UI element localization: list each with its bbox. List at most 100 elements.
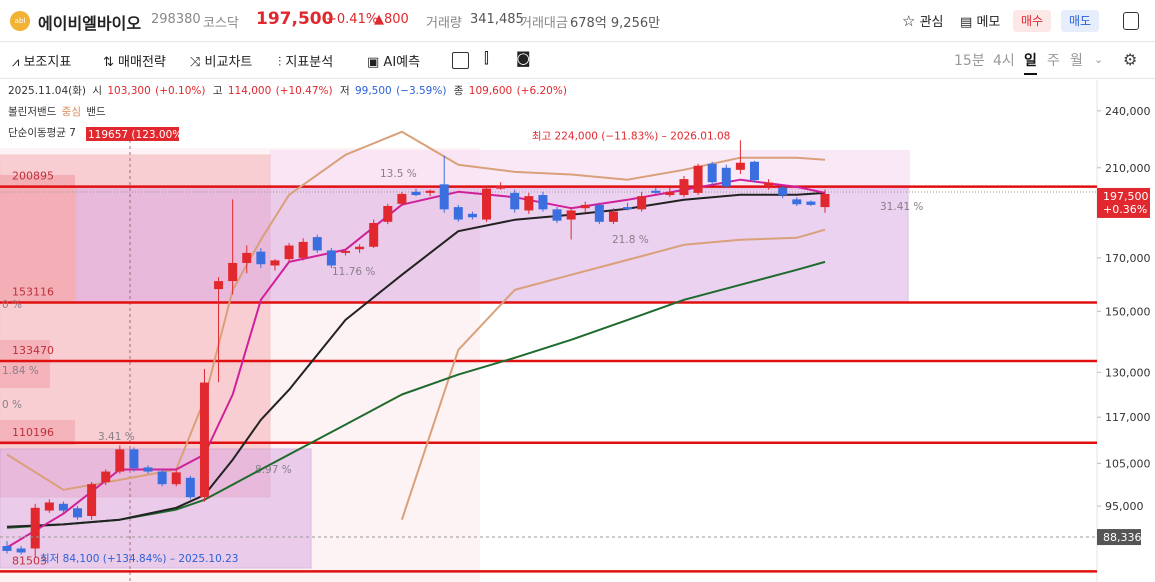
candle-body	[566, 210, 576, 220]
candle-body	[129, 449, 139, 469]
legend-label: 시	[92, 85, 102, 97]
range-label: 3.41 %	[98, 431, 135, 443]
legend-change: (+0.10%)	[155, 85, 205, 97]
stock-name: 에이비엘바이오	[38, 14, 142, 33]
tool-box[interactable]	[452, 52, 469, 69]
candle-body	[355, 246, 365, 250]
candle-body	[16, 548, 26, 553]
candle-body	[185, 477, 195, 498]
period[interactable]: 주	[1047, 53, 1060, 69]
candle-body	[482, 188, 492, 220]
candle-body	[820, 193, 830, 208]
candle-body	[2, 546, 12, 551]
candle-body	[453, 207, 463, 220]
legend-line: 2025.11.04(화) 시 103,300 (+0.10%) 고 114,0…	[8, 85, 567, 97]
market: 코스닥	[203, 16, 239, 31]
range-label: 1.84 %	[2, 365, 39, 377]
toolbar: ⩘ 보조지표 ⇅ 매매전략 ⤨ 비교차트 ⫶ 지표분석 ▣ AI예측 ⫿ ◙ 1…	[0, 42, 1155, 79]
candle-body	[30, 507, 40, 549]
legend-value: 109,600	[469, 85, 512, 97]
candle-body	[496, 185, 506, 189]
y-tick-label: 130,000	[1105, 366, 1151, 379]
tool-label: AI예측	[383, 55, 421, 70]
legend-label: 고	[213, 85, 223, 97]
candle-body	[284, 245, 294, 260]
candle-body	[721, 167, 731, 187]
tool-strategy[interactable]: ⇅ 매매전략	[103, 55, 166, 70]
change-pct: +0.41%	[326, 12, 379, 27]
tool-ai[interactable]: ▣ AI예측	[367, 55, 421, 70]
low-annotation: 최저 84,100 (+134.84%) – 2025.10.23	[40, 553, 239, 565]
tool-analysis[interactable]: ⫶ 지표분석	[278, 55, 334, 70]
candle-body	[637, 196, 647, 210]
crosshair-box	[1097, 529, 1141, 546]
level-label: 133470	[12, 344, 54, 357]
sell-button[interactable]: 매도	[1061, 10, 1100, 32]
candle-body	[651, 190, 661, 193]
settings[interactable]: ⚙	[1123, 50, 1138, 69]
zone	[270, 150, 910, 190]
legend-date: 2025.11.04(화)	[8, 85, 86, 97]
crosshair-label: 88,336	[1103, 531, 1142, 544]
legend-label: 종	[454, 85, 464, 97]
header: abl 에이비엘바이오 298380 코스닥 197,500 +0.41% ▲8…	[0, 0, 1155, 42]
price-axis: 240,000210,000190,000170,000150,000130,0…	[1097, 105, 1151, 546]
candle-body	[749, 161, 759, 181]
period[interactable]: 4시	[993, 53, 1015, 69]
candle-body	[778, 187, 788, 196]
candle-body	[214, 281, 224, 290]
candle-body	[735, 162, 745, 170]
stock-code: 298380	[151, 12, 201, 27]
candle-body	[242, 252, 252, 263]
buy-button[interactable]: 매수	[1013, 10, 1052, 32]
candle-body	[425, 190, 435, 193]
legend-text: 밴드	[86, 106, 106, 118]
candle-body	[707, 163, 717, 183]
candle-body	[298, 241, 308, 258]
legend-change: (−3.59%)	[396, 85, 446, 97]
period[interactable]: 월	[1070, 53, 1083, 69]
indicator-line	[6, 260, 826, 529]
tool-indicator[interactable]: ⩘ 보조지표	[12, 55, 72, 70]
candle-body	[340, 250, 350, 253]
period-active[interactable]: 일	[1024, 50, 1037, 75]
zone-box	[75, 186, 909, 303]
zone-band	[0, 340, 50, 388]
current-price: 197,500	[1103, 190, 1149, 203]
price: 197,500	[256, 9, 334, 29]
candle-body	[806, 201, 816, 205]
range-label: 11.76 %	[332, 266, 375, 278]
candle-body	[439, 184, 449, 210]
legend-sma: 단순이동평균 7	[8, 127, 76, 139]
indicator-line	[6, 191, 826, 528]
memo-button[interactable]: ▤ 메모	[960, 15, 1001, 30]
memo-label: 메모	[976, 15, 1001, 30]
legend-label: 저	[340, 85, 350, 97]
panel-toggle[interactable]	[1123, 12, 1139, 30]
legend-value: 103,300	[107, 85, 150, 97]
legend-value: 114,000	[228, 85, 271, 97]
period-more[interactable]: ⌄	[1094, 53, 1104, 66]
legend-text: 중심	[62, 106, 81, 118]
watch-button[interactable]: ☆ 관심	[902, 12, 944, 30]
level-label: 110196	[12, 426, 54, 439]
tool-candle[interactable]: ⫿	[484, 49, 489, 67]
candle-body	[524, 196, 534, 211]
period[interactable]: 15분	[954, 53, 985, 69]
y-tick-label: 95,000	[1105, 500, 1144, 513]
amount: 678억 9,256만	[570, 16, 661, 31]
candle-body	[623, 207, 633, 210]
zones	[0, 140, 1097, 582]
volume: 341,485	[470, 12, 524, 27]
watch-label: 관심	[919, 15, 944, 30]
candle-body	[44, 502, 54, 511]
candle-body	[510, 192, 520, 210]
candle-body	[256, 251, 266, 265]
candle-body	[58, 503, 68, 511]
tool-label: 비교차트	[204, 55, 253, 70]
candle-body	[171, 472, 181, 485]
legend-change: (+10.47%)	[276, 85, 333, 97]
candle-body	[411, 191, 421, 196]
tool-compare[interactable]: ⤨ 비교차트	[190, 55, 253, 70]
tool-camera[interactable]: ◙	[516, 49, 531, 67]
